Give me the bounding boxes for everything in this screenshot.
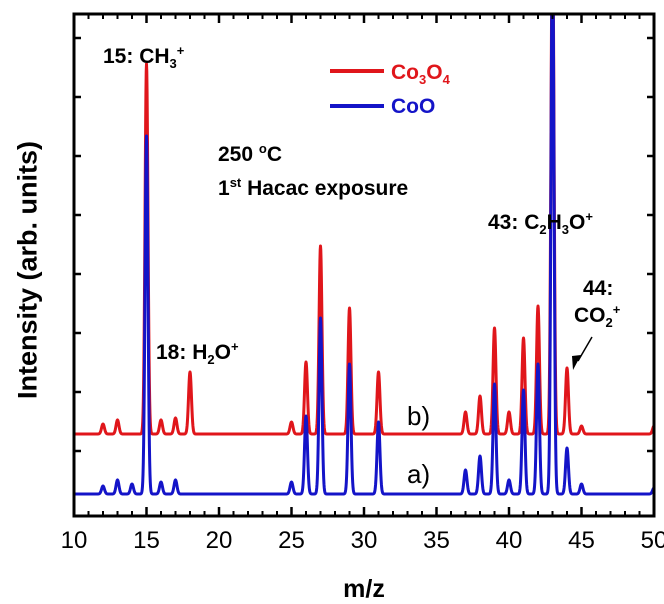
x-tick-label: 20 xyxy=(206,527,233,554)
x-tick-label: 40 xyxy=(496,527,523,554)
x-tick-label: 25 xyxy=(278,527,305,554)
series-line-coo xyxy=(74,14,654,496)
plot-frame xyxy=(72,12,656,518)
peak-label-44: 44: CO2+ xyxy=(574,277,621,331)
x-tick-label: 30 xyxy=(351,527,378,554)
x-tick-label: 50 xyxy=(641,527,664,554)
co2-peak-arrow-line xyxy=(577,336,593,362)
exposure-label: 1st Hacac exposure xyxy=(218,175,409,200)
peak-label-18: 18: H2O+ xyxy=(156,339,239,368)
legend-label-coo: CoO xyxy=(391,95,436,118)
legend xyxy=(330,69,384,108)
peak-label-15: 15: CH3+ xyxy=(103,43,185,72)
peak-label-43: 43: C2H3O+ xyxy=(488,209,593,238)
y-axis-label: Intensity (arb. units) xyxy=(12,140,43,400)
x-tick-label: 45 xyxy=(568,527,595,554)
temperature-label: 250 oC xyxy=(218,141,282,166)
x-tick-label: 10 xyxy=(61,527,88,554)
x-tick-label: 15 xyxy=(133,527,160,554)
trace-label-a: a) xyxy=(407,459,431,489)
x-tick-label: 35 xyxy=(423,527,450,554)
co2-peak-arrow-head xyxy=(572,355,581,370)
trace-label-b: b) xyxy=(407,401,431,431)
legend-label-co3o4: Co3O4 xyxy=(391,61,450,88)
series-line-co3o4 xyxy=(74,14,654,436)
x-axis-label: m/z xyxy=(343,575,385,603)
